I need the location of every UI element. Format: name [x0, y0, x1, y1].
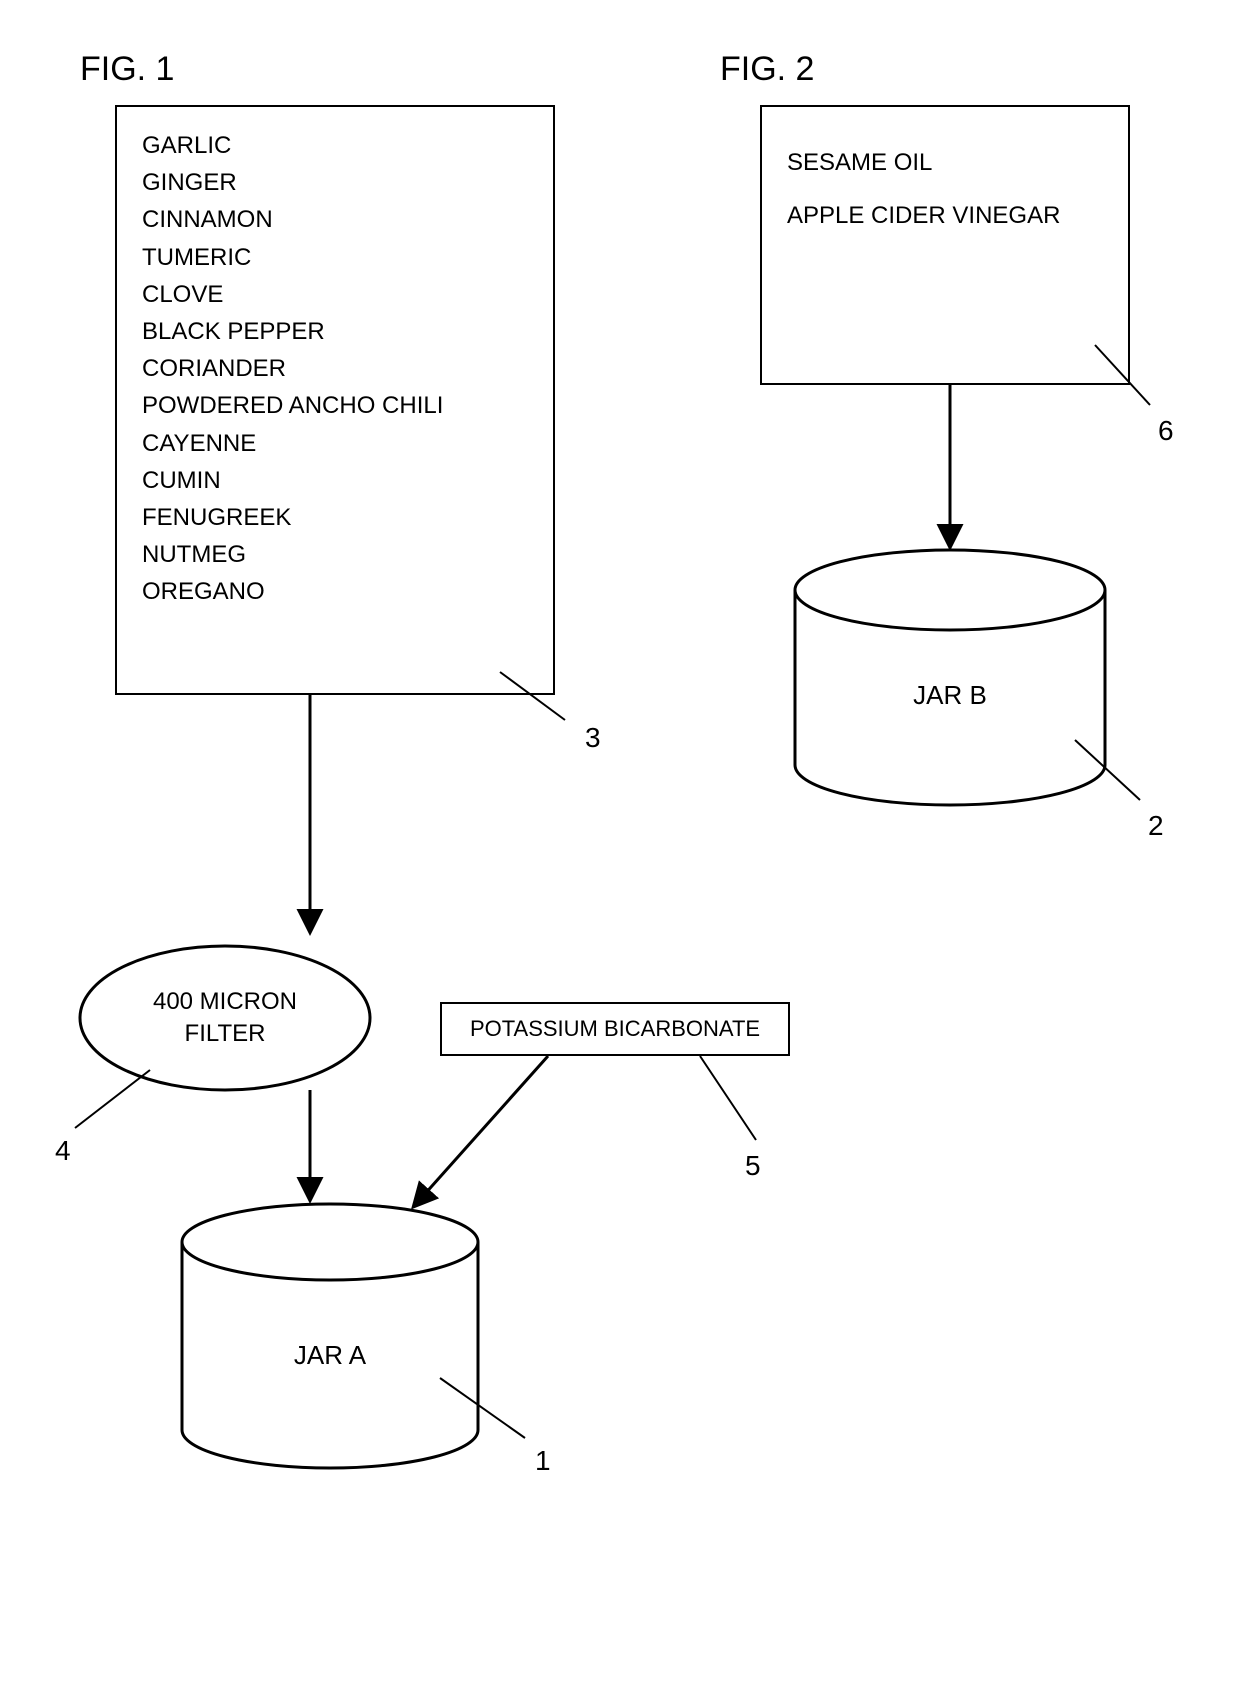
list-item: CINNAMON	[142, 201, 528, 238]
list-item: CLOVE	[142, 276, 528, 313]
list-item: APPLE CIDER VINEGAR	[787, 190, 1103, 243]
list-item: CUMIN	[142, 462, 528, 499]
list-item: GARLIC	[142, 127, 528, 164]
ref-1: 1	[535, 1445, 551, 1477]
liquid-list: SESAME OIL APPLE CIDER VINEGAR	[762, 107, 1128, 273]
list-item: FENUGREEK	[142, 499, 528, 536]
leader-1	[440, 1378, 525, 1438]
ref-3: 3	[585, 722, 601, 754]
fig1-label: FIG. 1	[80, 50, 174, 89]
ref-5: 5	[745, 1150, 761, 1182]
jar-b-label: JAR B	[850, 680, 1050, 711]
list-item: TUMERIC	[142, 239, 528, 276]
filter-label-line1: 400 MICRON	[100, 988, 350, 1016]
fig2-label: FIG. 2	[720, 50, 814, 89]
potassium-label: POTASSIUM BICARBONATE	[440, 1016, 790, 1042]
list-item: NUTMEG	[142, 536, 528, 573]
list-item: OREGANO	[142, 573, 528, 610]
jar-b-cylinder	[795, 550, 1105, 805]
list-item: GINGER	[142, 164, 528, 201]
leader-4	[75, 1070, 150, 1128]
ingredient-list: GARLIC GINGER CINNAMON TUMERIC CLOVE BLA…	[117, 107, 553, 630]
jar-a-cylinder	[182, 1204, 478, 1468]
ref-6: 6	[1158, 415, 1174, 447]
leader-2	[1075, 740, 1140, 800]
leader-5	[700, 1056, 756, 1140]
filter-ellipse	[80, 946, 370, 1090]
ref-4: 4	[55, 1135, 71, 1167]
list-item: CORIANDER	[142, 350, 528, 387]
liquids-box: SESAME OIL APPLE CIDER VINEGAR	[760, 105, 1130, 385]
filter-label-line2: FILTER	[100, 1020, 350, 1048]
list-item: POWDERED ANCHO CHILI	[142, 387, 528, 424]
jar-a-label: JAR A	[230, 1340, 430, 1371]
ref-2: 2	[1148, 810, 1164, 842]
list-item: BLACK PEPPER	[142, 313, 528, 350]
arrow-potassium-to-jar	[415, 1056, 548, 1205]
list-item: SESAME OIL	[787, 137, 1103, 190]
list-item: CAYENNE	[142, 425, 528, 462]
ingredients-box: GARLIC GINGER CINNAMON TUMERIC CLOVE BLA…	[115, 105, 555, 695]
